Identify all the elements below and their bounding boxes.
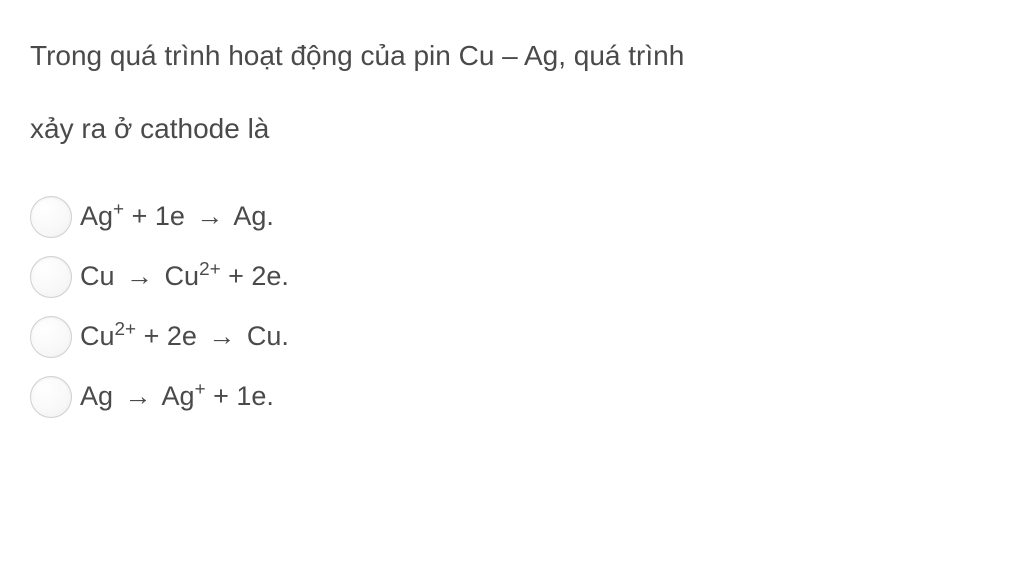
arrow-icon: → [126, 261, 153, 292]
question-line-2: xảy ra ở cathode là [30, 113, 269, 144]
option-3: Ag → Ag+ + 1e. [30, 376, 997, 418]
option-text-0: Ag+ + 1e → Ag. [80, 201, 274, 232]
question-line-1: Trong quá trình hoạt động của pin Cu – A… [30, 40, 684, 71]
superscript: + [195, 379, 206, 400]
radio-button-3[interactable] [30, 376, 72, 418]
option-text-2: Cu2+ + 2e → Cu. [80, 321, 289, 352]
radio-button-2[interactable] [30, 316, 72, 358]
superscript: 2+ [115, 319, 137, 340]
option-2: Cu2+ + 2e → Cu. [30, 316, 997, 358]
radio-button-1[interactable] [30, 256, 72, 298]
option-1: Cu → Cu2+ + 2e. [30, 256, 997, 298]
option-0: Ag+ + 1e → Ag. [30, 196, 997, 238]
arrow-icon: → [208, 321, 235, 352]
option-text-3: Ag → Ag+ + 1e. [80, 381, 274, 412]
options-container: Ag+ + 1e → Ag. Cu → Cu2+ + 2e. Cu2+ + 2e →… [30, 196, 997, 418]
question-text: Trong quá trình hoạt động của pin Cu – A… [30, 20, 997, 166]
option-text-1: Cu → Cu2+ + 2e. [80, 261, 289, 292]
arrow-icon: → [125, 381, 152, 412]
arrow-icon: → [196, 201, 223, 232]
superscript: 2+ [199, 259, 221, 280]
superscript: + [113, 199, 124, 220]
radio-button-0[interactable] [30, 196, 72, 238]
